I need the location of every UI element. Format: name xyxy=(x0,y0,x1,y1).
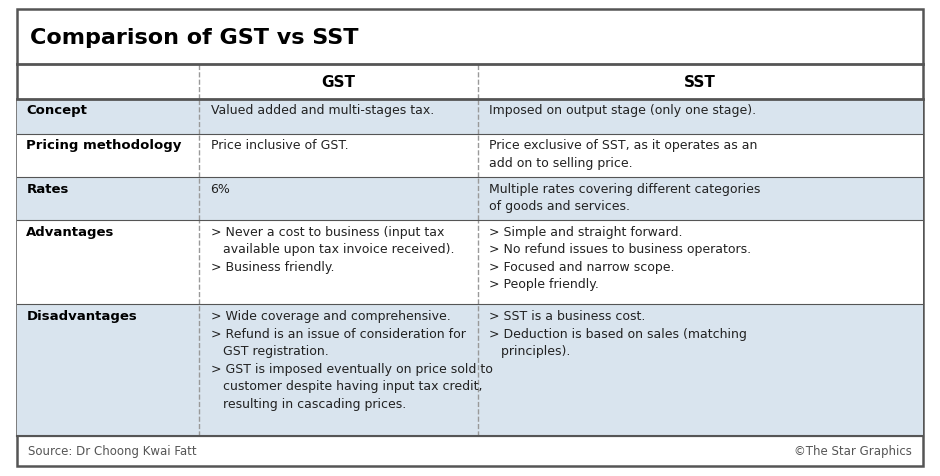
Bar xyxy=(17,99,923,134)
Text: Valued added and multi-stages tax.: Valued added and multi-stages tax. xyxy=(211,104,434,117)
Bar xyxy=(17,178,923,220)
Text: Rates: Rates xyxy=(26,182,69,195)
Text: 6%: 6% xyxy=(211,182,230,195)
Text: Multiple rates covering different categories
of goods and services.: Multiple rates covering different catego… xyxy=(489,182,760,213)
Text: Disadvantages: Disadvantages xyxy=(26,309,137,322)
Bar xyxy=(17,134,923,178)
Text: GST: GST xyxy=(321,75,355,90)
Bar xyxy=(17,220,923,305)
Text: Imposed on output stage (only one stage).: Imposed on output stage (only one stage)… xyxy=(489,104,756,117)
Bar xyxy=(17,305,923,436)
Text: > Wide coverage and comprehensive.
> Refund is an issue of consideration for
   : > Wide coverage and comprehensive. > Ref… xyxy=(211,309,493,410)
Text: Price exclusive of SST, as it operates as an
add on to selling price.: Price exclusive of SST, as it operates a… xyxy=(489,139,758,169)
Text: SST: SST xyxy=(684,75,716,90)
Text: > SST is a business cost.
> Deduction is based on sales (matching
   principles): > SST is a business cost. > Deduction is… xyxy=(489,309,746,357)
Text: ©The Star Graphics: ©The Star Graphics xyxy=(794,444,912,457)
Text: > Simple and straight forward.
> No refund issues to business operators.
> Focus: > Simple and straight forward. > No refu… xyxy=(489,225,751,291)
Text: Price inclusive of GST.: Price inclusive of GST. xyxy=(211,139,348,152)
Text: Concept: Concept xyxy=(26,104,87,117)
Text: Comparison of GST vs SST: Comparison of GST vs SST xyxy=(30,28,358,48)
Text: Source: Dr Choong Kwai Fatt: Source: Dr Choong Kwai Fatt xyxy=(28,444,196,457)
Text: Pricing methodology: Pricing methodology xyxy=(26,139,181,152)
Text: > Never a cost to business (input tax
   available upon tax invoice received).
>: > Never a cost to business (input tax av… xyxy=(211,225,454,273)
Text: Advantages: Advantages xyxy=(26,225,115,238)
